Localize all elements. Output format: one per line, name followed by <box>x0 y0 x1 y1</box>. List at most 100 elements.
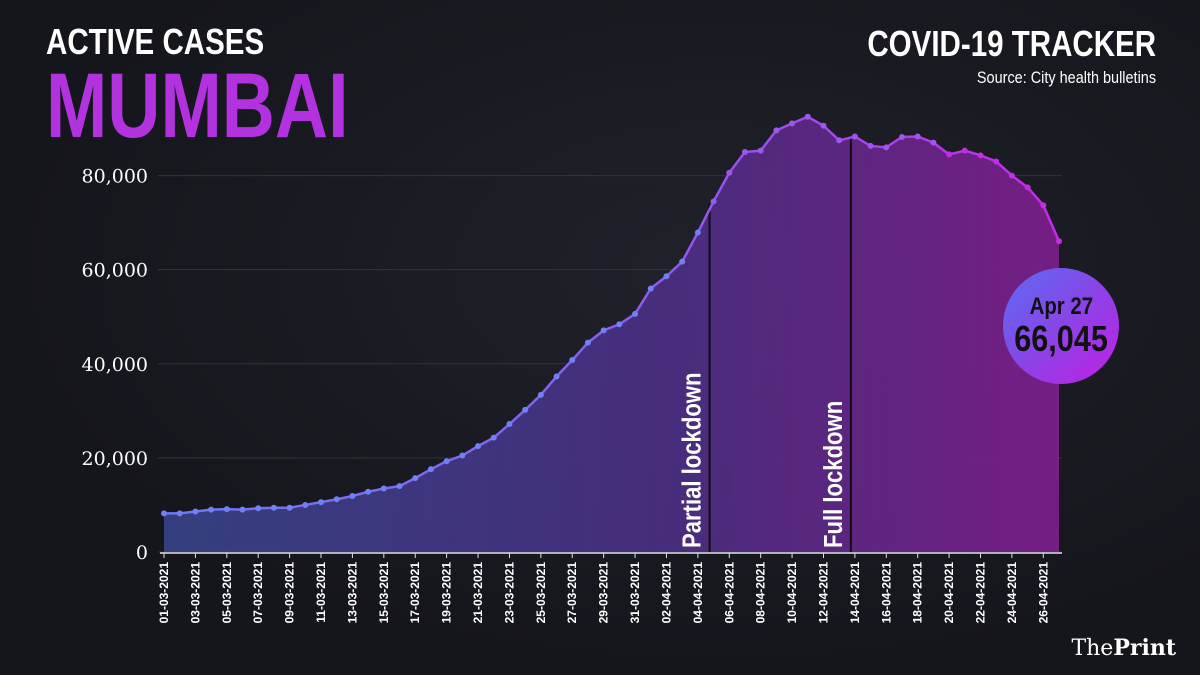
data-point <box>1056 238 1062 245</box>
annotation-label: Full lockdown <box>819 401 848 548</box>
data-point <box>851 133 858 140</box>
x-tick-label: 14-04-2021 <box>848 562 862 624</box>
x-tick-label: 13-03-2021 <box>345 562 359 624</box>
data-point <box>522 406 529 413</box>
y-tick-label: 80,000 <box>82 166 148 188</box>
brand-prefix: The <box>1071 636 1114 661</box>
x-axis: 01-03-2021 03-03-2021 05-03-2021 07-03-2021… <box>157 552 1062 624</box>
data-point <box>710 198 717 205</box>
data-point <box>380 485 387 492</box>
data-point <box>459 452 466 459</box>
data-point <box>757 147 764 154</box>
y-tick-label: 60,000 <box>82 260 148 282</box>
data-point <box>946 151 953 158</box>
data-point <box>930 139 937 146</box>
x-tick-label: 25-03-2021 <box>534 562 548 624</box>
x-tick-label: 24-04-2021 <box>1005 562 1019 624</box>
data-point <box>506 421 513 428</box>
x-tick-label: 09-03-2021 <box>283 562 297 624</box>
x-tick-label: 29-03-2021 <box>597 562 611 624</box>
data-point <box>898 133 905 140</box>
data-point <box>270 504 277 511</box>
x-tick-label: 12-04-2021 <box>816 562 830 624</box>
data-point <box>569 357 576 364</box>
x-tick-label: 23-03-2021 <box>502 562 516 624</box>
data-point <box>443 458 450 465</box>
x-tick-label: 06-04-2021 <box>722 562 736 624</box>
data-point <box>176 510 183 517</box>
chart-title: MUMBAI <box>46 55 349 157</box>
data-points <box>161 113 1062 517</box>
x-tick-label: 27-03-2021 <box>565 562 579 624</box>
data-point <box>726 169 733 176</box>
x-tick-label: 01-03-2021 <box>157 562 171 624</box>
data-point <box>302 501 309 508</box>
x-tick-label: 17-03-2021 <box>408 562 422 624</box>
y-tick-label: 20,000 <box>82 448 148 470</box>
series-line <box>164 115 1061 515</box>
data-point <box>600 327 607 334</box>
x-tick-label: 04-04-2021 <box>691 562 705 624</box>
x-tick-label: 31-03-2021 <box>628 562 642 624</box>
x-tick-label: 07-03-2021 <box>251 562 265 624</box>
data-point <box>584 339 591 346</box>
data-point <box>208 506 215 513</box>
data-point <box>286 504 293 511</box>
x-tick-label: 26-04-2021 <box>1036 562 1050 624</box>
data-point <box>490 434 497 441</box>
source-note: Source: City health bulletins <box>976 68 1156 87</box>
data-point <box>192 508 199 515</box>
data-point <box>333 496 340 503</box>
data-point <box>804 113 811 120</box>
data-point <box>961 147 968 154</box>
x-tick-label: 05-03-2021 <box>220 562 234 624</box>
latest-value-callout: Apr 27 66,045 <box>1003 268 1119 384</box>
brand-name: Print <box>1113 635 1176 661</box>
data-point <box>679 258 686 265</box>
data-point <box>318 499 325 506</box>
y-tick-label: 40,000 <box>82 354 148 376</box>
data-point <box>694 229 701 236</box>
data-point <box>773 127 780 134</box>
x-tick-label: 10-04-2021 <box>785 562 799 624</box>
callout-date: Apr 27 <box>1029 293 1093 320</box>
x-tick-label: 22-04-2021 <box>973 562 987 624</box>
annotations: Partial lockdown Full lockdown <box>678 138 852 552</box>
x-tick-label: 08-04-2021 <box>754 562 768 624</box>
data-point <box>663 273 670 280</box>
data-point <box>161 510 167 517</box>
data-point <box>1008 172 1015 179</box>
tracker-title: COVID-19 TRACKER <box>867 23 1156 64</box>
x-tick-label: 18-04-2021 <box>911 562 925 624</box>
data-point <box>255 505 262 512</box>
data-point <box>647 285 654 292</box>
data-point <box>396 483 403 490</box>
data-point <box>553 373 560 380</box>
data-point <box>412 475 419 482</box>
data-point <box>427 466 434 473</box>
data-point <box>365 488 372 495</box>
x-tick-label: 15-03-2021 <box>377 562 391 624</box>
x-tick-label: 20-04-2021 <box>942 562 956 624</box>
data-point <box>789 120 796 127</box>
annotation-label: Partial lockdown <box>678 373 707 548</box>
data-point <box>1024 184 1031 191</box>
x-tick-label: 19-03-2021 <box>440 562 454 624</box>
callout-value: 66,045 <box>1014 318 1108 359</box>
x-tick-label: 03-03-2021 <box>188 562 202 624</box>
data-point <box>993 158 1000 165</box>
data-point <box>836 137 843 144</box>
data-point <box>223 506 230 513</box>
y-tick-label: 0 <box>136 542 148 564</box>
y-axis: 0 20,000 40,000 60,000 80,000 <box>82 166 148 564</box>
x-tick-label: 16-04-2021 <box>879 562 893 624</box>
data-point <box>616 321 623 328</box>
chart-subtitle: ACTIVE CASES <box>46 21 265 62</box>
x-tick-label: 02-04-2021 <box>659 562 673 624</box>
data-point <box>867 142 874 149</box>
data-point <box>632 310 639 317</box>
x-tick-label: 21-03-2021 <box>471 562 485 624</box>
x-tick-label: 11-03-2021 <box>314 562 328 623</box>
data-point <box>239 506 246 513</box>
